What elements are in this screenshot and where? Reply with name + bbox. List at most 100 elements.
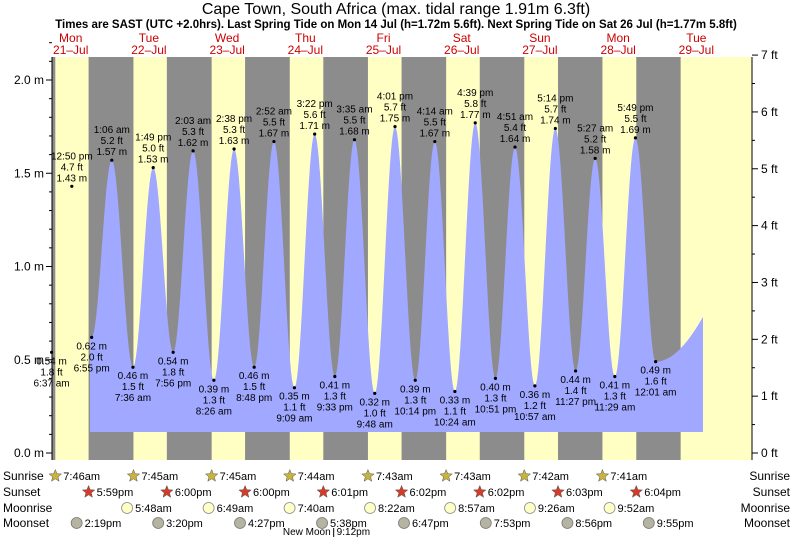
sunrise-time: 7:44am bbox=[298, 471, 335, 483]
tide-height-m: 0.40 m bbox=[480, 382, 511, 393]
moonset-icon bbox=[234, 517, 246, 529]
sunset-icon bbox=[629, 484, 644, 498]
day-date: 23–Jul bbox=[209, 43, 244, 57]
sunset-icon bbox=[394, 484, 409, 498]
moonset-time: 4:27pm bbox=[248, 518, 285, 530]
sunrise-icon bbox=[204, 468, 219, 482]
tide-height-ft: 1.6 ft bbox=[645, 377, 667, 388]
tide-height-m: 0.46 m bbox=[239, 371, 270, 382]
tide-point bbox=[493, 376, 498, 380]
tide-point bbox=[513, 145, 517, 149]
moonset-time: 5:38pm bbox=[330, 518, 367, 530]
right-tick-label: 1 ft bbox=[761, 389, 778, 403]
right-tick-label: 6 ft bbox=[761, 105, 778, 119]
sunset-time: 6:00pm bbox=[175, 487, 212, 499]
tide-height-ft: 1.8 ft bbox=[40, 367, 62, 378]
sunrise-icon bbox=[282, 468, 297, 482]
tide-point bbox=[191, 149, 195, 153]
tide-height-m: 0.44 m bbox=[560, 375, 591, 386]
sunset-icon bbox=[472, 484, 487, 498]
tide-time: 10:51 pm bbox=[475, 404, 517, 415]
tide-height-m: 1.71 m bbox=[299, 121, 330, 132]
sunset-time: 6:00pm bbox=[253, 487, 290, 499]
tide-height-ft: 1.4 ft bbox=[564, 386, 586, 397]
moonset-time: 2:19pm bbox=[85, 518, 122, 530]
tide-height-ft: 5.5 ft bbox=[263, 118, 285, 129]
sunset-icon bbox=[81, 484, 96, 498]
tide-point bbox=[453, 389, 457, 394]
tide-height-ft: 5.5 ft bbox=[624, 114, 646, 125]
moonrise-icon bbox=[524, 502, 536, 514]
daylight-band bbox=[55, 57, 89, 460]
sunset-icon bbox=[316, 484, 331, 498]
sunrise-time: 7:45am bbox=[220, 471, 257, 483]
moonrise-icon bbox=[202, 502, 215, 514]
tide-point bbox=[654, 360, 658, 364]
tide-time: 3:22 pm bbox=[297, 99, 333, 110]
moonset-icon bbox=[152, 517, 165, 529]
chart-subtitle: Times are SAST (UTC +2.0hrs). Last Sprin… bbox=[55, 19, 737, 31]
sun-moon-rows: Sunrise Sunrise Sunset Sunset Moonrise Moonri… bbox=[3, 468, 791, 538]
moonset-icon bbox=[561, 517, 574, 529]
day-name: Sun bbox=[529, 31, 550, 45]
sunrise-time: 7:46am bbox=[63, 471, 100, 483]
tide-time: 8:26 am bbox=[196, 406, 232, 417]
tide-time: 11:29 am bbox=[594, 403, 635, 414]
sunrise-time: 7:42am bbox=[532, 471, 569, 483]
right-tick-label: 7 ft bbox=[761, 48, 778, 62]
tide-height-m: 0.41 m bbox=[600, 381, 631, 392]
left-tick-label: 0.5 m bbox=[14, 353, 44, 367]
tide-height-m: 1.75 m bbox=[380, 114, 411, 125]
axes: 0.0 m 0.5 m 1.0 m 1.5 m 2.0 m 0 ft 1 ft 2 ft 3 f… bbox=[14, 42, 778, 460]
day-date: 27–Jul bbox=[522, 43, 557, 57]
moonrise-row-label-right: Moonrise bbox=[741, 501, 791, 515]
tide-height-ft: 5.0 ft bbox=[142, 144, 164, 155]
tide-height-m: 1.64 m bbox=[500, 134, 531, 145]
tide-height-m: 1.68 m bbox=[339, 127, 370, 138]
moonrise-icon bbox=[121, 502, 133, 514]
tide-height-m: 1.77 m bbox=[460, 110, 491, 121]
sunrise-icon bbox=[595, 468, 610, 482]
tide-height-m: 0.35 m bbox=[279, 392, 310, 403]
tide-time: 10:14 pm bbox=[394, 406, 436, 417]
tide-point bbox=[272, 139, 276, 144]
tide-height-ft: 5.5 ft bbox=[424, 118, 446, 129]
sunrise-icon bbox=[439, 468, 453, 482]
tide-time: 4:51 am bbox=[497, 112, 533, 123]
moonset-icon bbox=[479, 517, 492, 529]
tide-time: 5:14 pm bbox=[537, 93, 573, 104]
moonrise-icon bbox=[364, 502, 376, 514]
tide-height-ft: 5.6 ft bbox=[304, 110, 326, 121]
tide-height-ft: 1.3 ft bbox=[324, 392, 346, 403]
moonset-icon bbox=[398, 517, 410, 529]
tide-time: 12:50 pm bbox=[51, 151, 93, 162]
tide-point bbox=[593, 156, 597, 160]
tide-height-m: 1.62 m bbox=[178, 138, 209, 149]
moonset-icon bbox=[70, 517, 83, 529]
tide-height-m: 0.49 m bbox=[640, 366, 671, 377]
tide-height-ft: 5.7 ft bbox=[544, 104, 566, 115]
left-tick-label: 1.0 m bbox=[14, 260, 44, 274]
tide-point bbox=[110, 158, 114, 162]
tide-height-m: 0.39 m bbox=[199, 384, 230, 395]
tide-height-ft: 4.7 ft bbox=[61, 162, 83, 173]
tide-height-ft: 1.3 ft bbox=[604, 392, 626, 403]
tide-height-ft: 1.0 ft bbox=[364, 408, 386, 419]
sunset-icon bbox=[238, 484, 252, 498]
right-tick-label: 5 ft bbox=[761, 162, 778, 176]
tide-height-ft: 5.5 ft bbox=[343, 116, 365, 127]
tide-time: 5:27 am bbox=[577, 123, 613, 134]
sunset-icon bbox=[160, 484, 174, 498]
tide-time: 11:27 pm bbox=[555, 397, 596, 408]
right-tick-label: 0 ft bbox=[761, 446, 778, 460]
tide-time: 1:49 pm bbox=[135, 133, 171, 144]
tide-height-ft: 1.1 ft bbox=[283, 403, 305, 414]
tide-time: 2:38 pm bbox=[216, 114, 252, 125]
tide-height-m: 1.58 m bbox=[580, 145, 611, 156]
day-name: Wed bbox=[215, 31, 239, 45]
tide-time: 6:55 pm bbox=[74, 363, 110, 374]
tide-time: 6:37 am bbox=[33, 378, 69, 389]
tide-point bbox=[533, 384, 537, 388]
sunset-time: 6:04pm bbox=[644, 487, 681, 499]
chart-title: Cape Town, South Africa (max. tidal rang… bbox=[202, 1, 590, 18]
